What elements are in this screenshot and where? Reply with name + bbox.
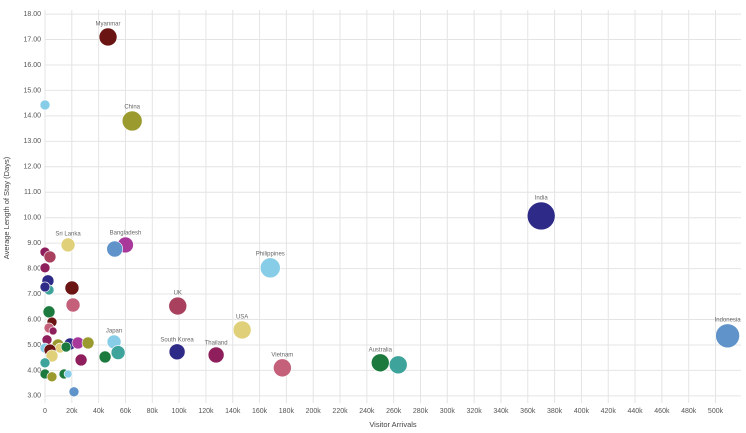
y-tick-label: 9.00 xyxy=(27,240,41,247)
y-tick-label: 15.00 xyxy=(23,87,41,94)
x-tick-label: 160k xyxy=(252,408,268,415)
bubble xyxy=(98,350,112,364)
bubble xyxy=(60,237,76,253)
bubble xyxy=(121,110,143,132)
bubble xyxy=(39,262,51,274)
y-tick-label: 14.00 xyxy=(23,113,41,120)
x-tick-label: 500k xyxy=(708,408,724,415)
y-tick-label: 8.00 xyxy=(27,265,41,272)
x-tick-label: 180k xyxy=(279,408,295,415)
bubble xyxy=(68,386,80,398)
x-tick-label: 140k xyxy=(225,408,241,415)
point-label: Vietnam xyxy=(271,352,293,358)
x-tick-label: 420k xyxy=(601,408,617,415)
x-tick-label: 220k xyxy=(332,408,348,415)
x-tick-label: 400k xyxy=(574,408,590,415)
bubble xyxy=(43,250,57,264)
point-label: Bangladesh xyxy=(110,231,142,237)
bubble xyxy=(39,357,51,369)
bubble xyxy=(168,343,186,361)
point-label: Philippines xyxy=(256,251,285,257)
x-tick-label: 20k xyxy=(66,408,78,415)
y-tick-label: 7.00 xyxy=(27,291,41,298)
bubble xyxy=(64,280,80,296)
bubble xyxy=(526,201,556,231)
y-tick-label: 5.00 xyxy=(27,342,41,349)
bubble xyxy=(60,341,72,353)
x-tick-label: 200k xyxy=(306,408,322,415)
x-axis-title: Visitor Arrivals xyxy=(369,420,417,429)
bubble xyxy=(259,257,281,279)
bubble xyxy=(45,349,59,363)
bubble xyxy=(39,281,51,293)
x-tick-label: 100k xyxy=(172,408,188,415)
y-tick-label: 3.00 xyxy=(27,393,41,400)
x-tick-label: 300k xyxy=(440,408,456,415)
x-tick-label: 0 xyxy=(43,408,47,415)
x-tick-label: 360k xyxy=(520,408,536,415)
x-tick-label: 340k xyxy=(493,408,509,415)
y-tick-label: 11.00 xyxy=(24,189,41,196)
x-tick-label: 380k xyxy=(547,408,563,415)
point-label: India xyxy=(535,195,549,201)
y-tick-label: 18.00 xyxy=(23,11,41,18)
y-tick-label: 12.00 xyxy=(23,164,41,171)
bubble xyxy=(232,320,252,340)
point-label: Thailand xyxy=(205,340,228,346)
x-tick-label: 240k xyxy=(359,408,375,415)
bubble xyxy=(98,27,118,47)
point-label: USA xyxy=(236,315,248,321)
x-tick-label: 280k xyxy=(413,408,429,415)
point-label: Japan xyxy=(106,328,122,334)
x-tick-label: 60k xyxy=(120,408,132,415)
x-tick-label: 40k xyxy=(93,408,105,415)
point-label: Sri Lanka xyxy=(55,232,81,238)
bubble xyxy=(74,353,88,367)
bubble xyxy=(48,326,58,336)
y-tick-label: 17.00 xyxy=(23,36,41,43)
bubble xyxy=(81,336,95,350)
x-tick-label: 460k xyxy=(654,408,670,415)
x-tick-label: 320k xyxy=(467,408,483,415)
bubble xyxy=(168,296,188,316)
bubble xyxy=(46,371,58,383)
bubble xyxy=(106,240,124,258)
point-label: South Korea xyxy=(160,337,194,343)
bubble xyxy=(110,345,126,360)
x-tick-label: 480k xyxy=(681,408,697,415)
y-tick-label: 6.00 xyxy=(27,316,41,323)
bubble xyxy=(715,323,740,349)
y-tick-label: 16.00 xyxy=(23,62,41,69)
y-tick-label: 13.00 xyxy=(23,138,41,145)
bubble xyxy=(370,353,390,373)
y-axis-title: Average Length of Stay (Days) xyxy=(2,156,11,259)
bubble xyxy=(273,358,292,378)
point-label: UK xyxy=(174,291,182,297)
bubble xyxy=(39,99,51,111)
x-tick-label: 120k xyxy=(198,408,214,415)
x-tick-label: 440k xyxy=(627,408,643,415)
x-tick-label: 80k xyxy=(147,408,159,415)
y-tick-label: 4.00 xyxy=(27,367,41,374)
y-tick-label: 10.00 xyxy=(23,215,41,222)
x-tick-label: 260k xyxy=(386,408,402,415)
point-label: Myanmar xyxy=(96,22,121,28)
bubble xyxy=(65,297,81,313)
bubble xyxy=(42,305,56,319)
bubble xyxy=(388,355,408,375)
point-label: Indonesia xyxy=(715,317,742,323)
point-label: China xyxy=(124,105,140,111)
bubble xyxy=(63,369,73,379)
bubble xyxy=(207,346,225,364)
point-label: Australia xyxy=(369,347,393,353)
